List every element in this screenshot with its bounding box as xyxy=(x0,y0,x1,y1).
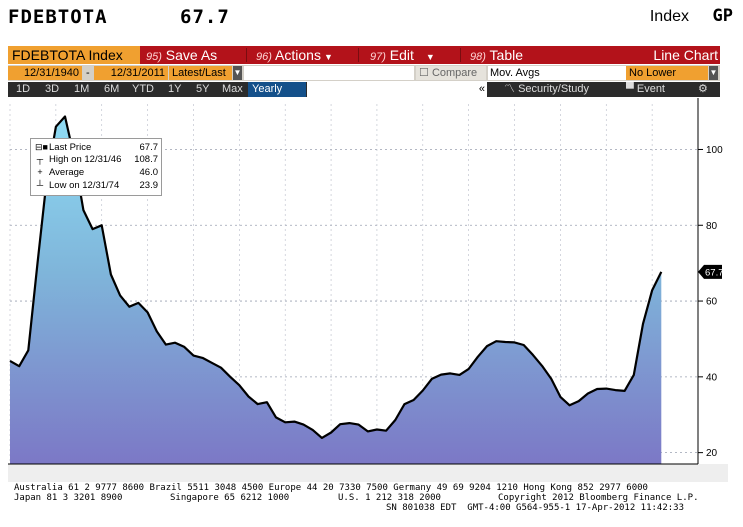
edit-label: Edit xyxy=(389,47,414,63)
period-1y[interactable]: 1Y xyxy=(168,83,182,95)
period-max[interactable]: Max xyxy=(222,83,243,95)
footer-contacts-japan: Japan 81 3 3201 8900 xyxy=(14,493,123,503)
lower-chart-dropdown-icon[interactable]: ▼ xyxy=(709,66,718,80)
save-as-label: Save As xyxy=(165,47,218,63)
y-tick-label: 60 xyxy=(706,297,718,308)
security-field-label: FDEBTOTA Index xyxy=(12,47,123,63)
end-date-field[interactable]: 12/31/2011 xyxy=(94,66,168,80)
collapse-icon: « xyxy=(478,83,485,95)
footer-contacts-us: U.S. 1 212 318 2000 xyxy=(338,493,441,503)
ticker-symbol: FDEBTOTA xyxy=(8,6,108,28)
legend-last-price: ⊟■ Last Price 67.7 xyxy=(35,142,158,153)
edit-number: 97) xyxy=(370,51,386,63)
y-tick-label: 40 xyxy=(706,372,718,383)
table-button[interactable]: 98) Table xyxy=(470,46,550,64)
collapse-button[interactable]: « xyxy=(307,82,487,97)
price-area xyxy=(10,116,662,464)
y-tick-label: 100 xyxy=(706,145,723,156)
mov-avgs-field[interactable]: Mov. Avgs xyxy=(488,66,626,80)
square-icon: ⊟■ xyxy=(35,142,48,152)
save-as-button[interactable]: 95) Save As xyxy=(146,46,240,64)
start-date-field[interactable]: 12/31/1940 xyxy=(8,66,82,80)
event-label: Event xyxy=(636,83,665,95)
mode-select[interactable]: Latest/Last xyxy=(169,66,232,80)
legend-high: ┬ High on 12/31/46 108.7 xyxy=(36,154,158,165)
period-bar: 1D 3D 1M 6M YTD 1Y 5Y Max Yearly « 〽 Sec… xyxy=(8,82,720,97)
period-5y[interactable]: 5Y xyxy=(196,83,210,95)
average-marker-icon: + xyxy=(37,167,43,177)
index-label: Index xyxy=(649,8,689,25)
function-code: GP xyxy=(712,6,733,26)
actions-button[interactable]: 96) Actions ▼ xyxy=(256,46,348,64)
chart-legend[interactable]: ⊟■ Last Price 67.7 ┬ High on 12/31/46 10… xyxy=(30,138,162,196)
main-toolbar: FDEBTOTA Index 95) Save As 96) Actions ▼ … xyxy=(8,46,720,64)
high-marker-icon: ┬ xyxy=(36,154,44,164)
frequency-label: Yearly xyxy=(252,83,283,95)
mode-dropdown-icon[interactable]: ▼ xyxy=(233,66,242,80)
footer: Australia 61 2 9777 8600 Brazil 5511 304… xyxy=(0,482,743,527)
last-price-label: 67.7 xyxy=(705,267,724,278)
footer-contacts-singapore: Singapore 65 6212 1000 xyxy=(170,493,290,503)
compare-label: Compare xyxy=(431,67,478,79)
chart-line-icon: 〽 xyxy=(504,83,515,95)
period-1d[interactable]: 1D xyxy=(16,83,31,95)
compare-checkbox-icon: ☐ xyxy=(419,67,429,79)
frequency-select[interactable]: Yearly xyxy=(248,82,306,97)
toolbar-divider xyxy=(460,48,461,62)
security-header: FDEBTOTA 67.7 Index GP xyxy=(0,0,743,40)
event-button[interactable]: ▀ Event xyxy=(626,82,665,97)
legend-low: ┴ Low on 12/31/74 23.9 xyxy=(36,180,158,191)
date-separator: - xyxy=(86,67,90,79)
x-axis-band xyxy=(8,464,728,482)
period-ytd[interactable]: YTD xyxy=(132,83,154,95)
period-3d[interactable]: 3D xyxy=(45,83,60,95)
legend-average: + Average 46.0 xyxy=(35,167,158,178)
ticker-value: 67.7 xyxy=(180,6,230,28)
period-6m[interactable]: 6M xyxy=(104,83,120,95)
price-line xyxy=(9,115,663,439)
edit-button[interactable]: 97) Edit ▼ xyxy=(370,46,450,64)
actions-label: Actions xyxy=(275,47,321,63)
y-tick-label: 80 xyxy=(706,221,718,232)
compare-button[interactable]: ☐ Compare xyxy=(416,66,486,80)
toolbar-divider xyxy=(246,48,247,62)
y-tick-label: 20 xyxy=(706,448,718,459)
security-study-button[interactable]: 〽 Security/Study xyxy=(504,82,589,97)
edit-dropdown-icon: ▼ xyxy=(425,52,435,62)
save-as-number: 95) xyxy=(146,51,162,63)
security-field[interactable]: FDEBTOTA Index xyxy=(8,46,140,64)
period-1m[interactable]: 1M xyxy=(74,83,90,95)
low-marker-icon: ┴ xyxy=(36,180,44,190)
actions-dropdown-icon: ▼ xyxy=(323,52,333,62)
range-input[interactable] xyxy=(244,66,414,80)
actions-number: 96) xyxy=(256,51,272,63)
event-flag-icon: ▀ xyxy=(626,83,634,95)
last-price-marker xyxy=(698,264,722,279)
date-range-bar: 12/31/1940 - 12/31/2011 Latest/Last ▼ ☐ … xyxy=(8,65,720,93)
table-label: Table xyxy=(489,47,524,63)
settings-icon[interactable]: ⚙ xyxy=(698,83,708,95)
security-study-label: Security/Study xyxy=(518,83,589,95)
footer-session-info: SN 801038 EDT GMT-4:00 G564-955-1 17-Apr… xyxy=(386,503,685,513)
footer-copyright: Copyright 2012 Bloomberg Finance L.P. xyxy=(498,493,699,503)
table-number: 98) xyxy=(470,51,486,63)
footer-contacts-line1: Australia 61 2 9777 8600 Brazil 5511 304… xyxy=(14,483,648,493)
chart-type-label[interactable]: Line Chart xyxy=(653,47,718,63)
lower-chart-select[interactable]: No Lower Chart xyxy=(626,66,708,93)
toolbar-divider xyxy=(358,48,359,62)
